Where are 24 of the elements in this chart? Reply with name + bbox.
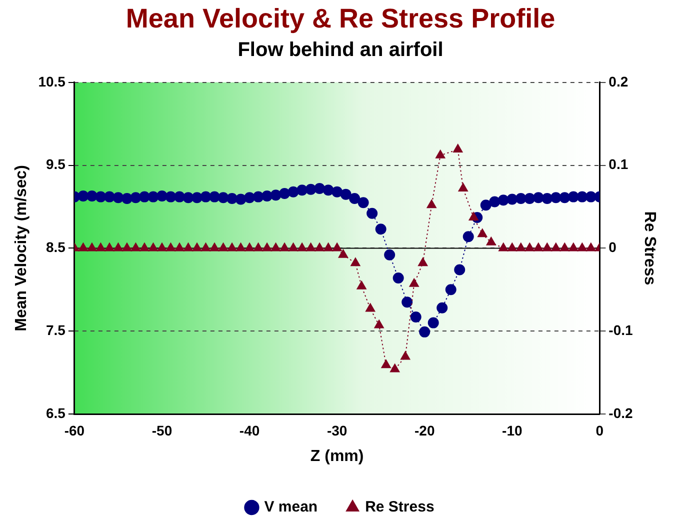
x-tick-label: -40 <box>239 422 260 438</box>
y2-tick-label: -0.1 <box>608 322 634 338</box>
y-tick-label: 8.5 <box>46 239 66 256</box>
x-axis-title: Z (mm) <box>310 448 364 465</box>
y-axis-title: Mean Velocity (m/sec) <box>13 165 30 332</box>
x-tick-label: -10 <box>502 422 522 438</box>
x-tick-label: -30 <box>326 422 348 438</box>
x-tick-label: -50 <box>152 422 172 438</box>
y-tick-label: 7.5 <box>46 322 66 338</box>
y2-axis-title: Re Stress <box>640 211 658 286</box>
x-tick-label: -20 <box>414 422 435 438</box>
legend-label: V mean <box>264 498 318 516</box>
x-tick-label: 0 <box>596 422 604 438</box>
y-tick-label: 10.5 <box>38 73 66 90</box>
y2-tick-label: 0.1 <box>608 156 628 172</box>
chart-subtitle: Flow behind an airfoil <box>238 38 444 61</box>
y-tick-label: 6.5 <box>46 404 66 421</box>
x-tick-label: -60 <box>64 422 85 438</box>
chart-title: Mean Velocity & Re Stress Profile <box>126 4 556 34</box>
legend-label: Re Stress <box>365 498 434 516</box>
y2-tick-label: 0.2 <box>608 73 628 90</box>
y2-tick-label: 0 <box>608 239 617 256</box>
y-tick-label: 9.5 <box>46 156 66 172</box>
y2-tick-label: -0.2 <box>608 404 634 421</box>
